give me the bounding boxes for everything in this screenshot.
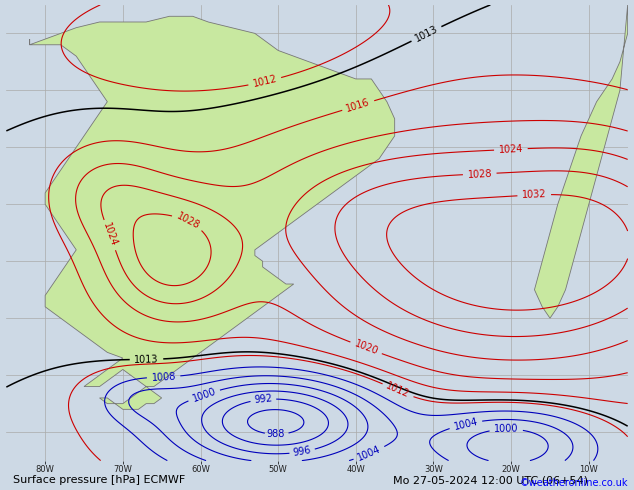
Text: Mo 27-05-2024 12:00 UTC (06+54): Mo 27-05-2024 12:00 UTC (06+54): [393, 475, 588, 485]
Polygon shape: [30, 16, 394, 409]
Text: 1024: 1024: [498, 144, 524, 155]
Text: 1013: 1013: [413, 24, 439, 44]
Text: 1004: 1004: [356, 444, 382, 463]
Text: 1032: 1032: [522, 190, 547, 200]
Text: 992: 992: [254, 393, 273, 405]
Text: 1024: 1024: [101, 222, 119, 248]
Text: 1004: 1004: [453, 416, 479, 432]
Text: 988: 988: [266, 429, 285, 439]
Text: Surface pressure [hPa] ECMWF: Surface pressure [hPa] ECMWF: [13, 475, 185, 485]
Text: 1012: 1012: [385, 381, 411, 400]
Polygon shape: [534, 5, 628, 318]
Text: 1028: 1028: [174, 211, 201, 231]
Text: 1000: 1000: [494, 424, 519, 435]
Text: 1012: 1012: [252, 74, 278, 89]
Text: 1013: 1013: [134, 354, 159, 365]
Text: 1000: 1000: [191, 386, 217, 404]
Text: 1020: 1020: [353, 339, 379, 357]
Text: 1016: 1016: [345, 97, 372, 114]
Text: ©weatheronline.co.uk: ©weatheronline.co.uk: [519, 478, 628, 488]
Text: 996: 996: [292, 445, 312, 458]
Text: 1028: 1028: [467, 169, 492, 179]
Text: 1008: 1008: [151, 371, 176, 383]
